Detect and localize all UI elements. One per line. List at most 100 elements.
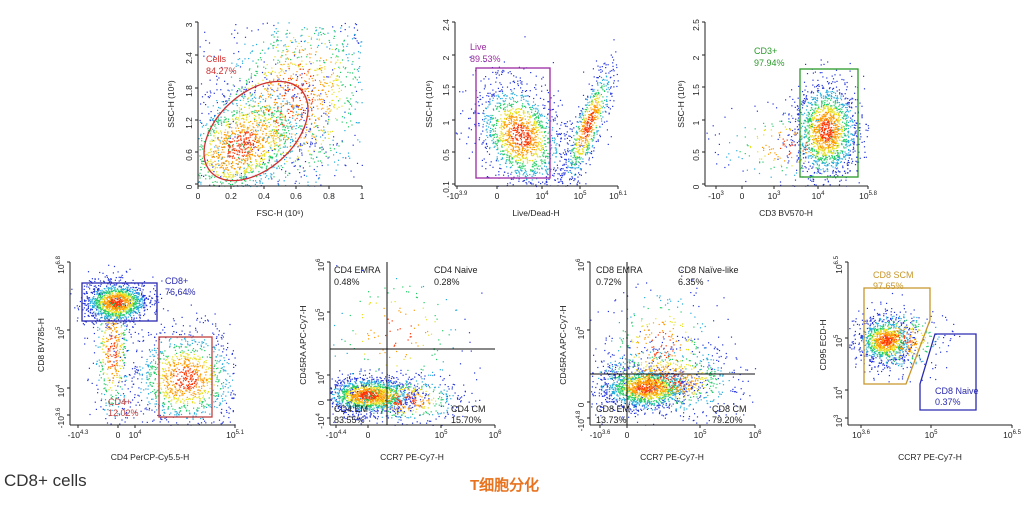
event-dot [266,105,267,106]
event-dot [312,138,313,139]
event-dot [503,122,504,123]
event-dot [271,67,272,68]
event-dot [468,137,469,138]
event-dot [269,126,270,127]
event-dot [274,91,275,92]
event-dot [544,183,545,184]
event-dot [238,128,239,129]
event-dot [504,118,505,119]
event-dot [305,113,306,114]
event-dot [316,60,317,61]
event-dot [600,67,601,68]
event-dot [593,68,594,69]
event-dot [275,145,276,146]
event-dot [277,154,278,155]
event-dot [234,136,235,137]
event-dot [329,111,330,112]
event-dot [511,154,512,155]
event-dot [306,127,307,128]
event-dot [329,105,330,106]
event-dot [496,137,497,138]
event-dot [502,150,503,151]
event-dot [507,110,508,111]
event-dot [247,127,248,128]
event-dot [561,177,562,178]
event-dot [285,171,286,172]
event-dot [234,140,235,141]
event-dot [276,130,277,131]
event-dot [491,161,492,162]
event-dot [268,152,269,153]
event-dot [501,127,502,128]
event-dot [224,157,225,158]
event-dot [327,33,328,34]
event-dot [329,40,330,41]
event-dot [825,143,826,144]
event-dot [500,168,501,169]
event-dot [276,33,277,34]
event-dot [521,168,522,169]
event-dot [258,124,259,125]
event-dot [571,124,572,125]
event-dot [277,116,278,117]
event-dot [335,63,336,64]
event-dot [560,138,561,139]
event-dot [586,118,587,119]
event-dot [513,149,514,150]
event-dot [604,122,605,123]
event-dot [540,142,541,143]
event-dot [611,93,612,94]
event-dot [840,119,841,120]
event-dot [247,163,248,164]
event-dot [527,128,528,129]
event-dot [546,171,547,172]
event-dot [485,147,486,148]
event-dot [616,86,617,87]
event-dot [584,133,585,134]
event-dot [219,167,220,168]
event-dot [594,76,595,77]
event-dot [329,144,330,145]
event-dot [535,173,536,174]
event-dot [248,172,249,173]
event-dot [219,155,220,156]
event-dot [244,140,245,141]
event-dot [523,112,524,113]
event-dot [259,142,260,143]
event-dot [353,176,354,177]
event-dot [542,105,543,106]
event-dot [267,108,268,109]
event-dot [245,158,246,159]
event-dot [321,70,322,71]
event-dot [595,101,596,102]
event-dot [577,139,578,140]
event-dot [254,118,255,119]
event-dot [282,153,283,154]
event-dot [490,119,491,120]
event-dot [579,183,580,184]
event-dot [294,166,295,167]
event-dot [224,138,225,139]
event-dot [328,119,329,120]
event-dot [538,149,539,150]
event-dot [244,152,245,153]
event-dot [267,140,268,141]
event-dot [354,135,355,136]
event-dot [231,123,232,124]
event-dot [227,172,228,173]
event-dot [211,155,212,156]
event-dot [500,91,501,92]
event-dot [234,114,235,115]
event-dot [496,95,497,96]
event-dot [299,183,300,184]
event-dot [269,95,270,96]
event-dot [825,126,826,127]
event-dot [273,137,274,138]
event-dot [584,125,585,126]
event-dot [825,112,826,113]
event-dot [221,167,222,168]
event-dot [582,158,583,159]
event-dot [525,165,526,166]
event-dot [242,152,243,153]
event-dot [532,160,533,161]
